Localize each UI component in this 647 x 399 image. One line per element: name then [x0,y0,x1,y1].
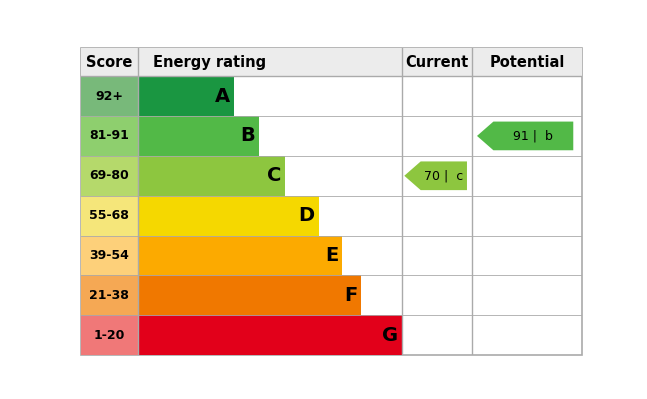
Bar [138,76,234,116]
Bar [81,315,138,355]
Text: 55-68: 55-68 [89,209,129,222]
Bar [138,275,361,315]
Text: 39-54: 39-54 [89,249,129,262]
Text: G: G [382,326,398,345]
Bar [138,116,259,156]
Text: Current: Current [405,55,468,69]
Text: 21-38: 21-38 [89,289,129,302]
Text: 70 |  c: 70 | c [424,169,463,182]
Bar [138,315,402,355]
Text: Potential: Potential [490,55,565,69]
Bar [81,275,138,315]
Polygon shape [404,162,467,190]
Bar [81,48,582,76]
Text: 69-80: 69-80 [89,169,129,182]
Text: Score: Score [86,55,133,69]
Text: F: F [344,286,357,305]
Bar [81,196,138,235]
Bar [81,156,138,196]
Text: 81-91: 81-91 [89,129,129,142]
Text: A: A [215,87,230,106]
Bar [81,76,138,116]
Bar [81,116,138,156]
Text: D: D [299,206,315,225]
Bar [138,156,285,196]
Bar [138,235,342,275]
Text: 1-20: 1-20 [94,329,125,342]
Text: 91 |  b: 91 | b [514,129,553,142]
Text: Energy rating: Energy rating [153,55,266,69]
Bar [81,235,138,275]
Bar [138,196,319,235]
Text: C: C [267,166,281,185]
Text: B: B [241,126,256,145]
Text: E: E [325,246,338,265]
Polygon shape [477,122,573,150]
Text: 92+: 92+ [95,89,123,103]
